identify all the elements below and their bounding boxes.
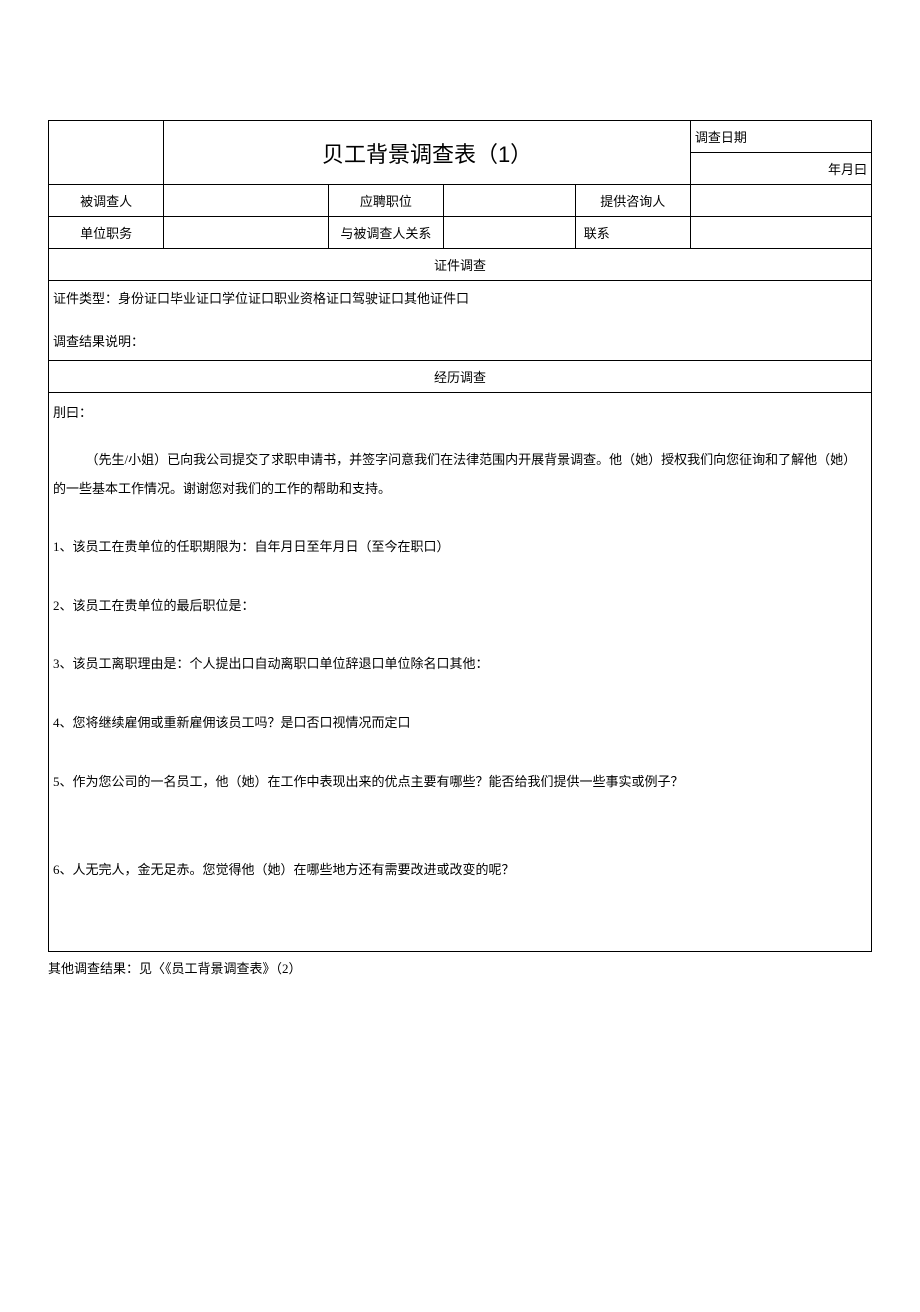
form-title: 贝工背景调查表（1） [164,121,691,185]
date-value: 年月曰 [690,153,871,185]
value-applied-position[interactable] [444,185,576,217]
certificate-body: 证件类型：身份证口毕业证口学位证口职业资格证口驾驶证口其他证件口 调查结果说明： [49,281,872,361]
question-1: 1、该员工在贵单位的任职期限为：自年月日至年月日（至今在职口） [53,533,867,562]
exp-intro: （先生/小姐）已向我公司提交了求职申请书，并签字问意我们在法律范围内开展背景调查… [53,446,867,503]
label-contact: 联系 [575,217,690,249]
value-consultant[interactable] [690,185,871,217]
logo-blank-cell [49,121,164,185]
label-unit-position: 单位职务 [49,217,164,249]
question-4: 4、您将继续雇佣或重新雇佣该员工吗？是口否口视情况而定口 [53,709,867,738]
value-unit-position[interactable] [164,217,329,249]
value-contact[interactable] [690,217,871,249]
label-consultant: 提供咨询人 [575,185,690,217]
cert-result-line: 调查结果说明： [53,330,867,355]
question-5: 5、作为您公司的一名员工，他（她）在工作中表现出来的优点主要有哪些？能否给我们提… [53,768,867,797]
question-2: 2、该员工在贵单位的最后职位是： [53,592,867,621]
label-relationship: 与被调查人关系 [328,217,443,249]
section-experience-header: 经历调查 [49,361,872,393]
section-certificate-header: 证件调查 [49,249,872,281]
value-relationship[interactable] [444,217,576,249]
footer-note: 其他调查结果：见〈《员工背景调查表》（2） [48,958,872,977]
exp-greeting: 刖曰： [53,399,867,428]
value-investigated-person[interactable] [164,185,329,217]
label-investigated-person: 被调查人 [49,185,164,217]
background-check-form: 贝工背景调查表（1） 调查日期 年月曰 被调查人 应聘职位 提供咨询人 单位职务… [48,120,872,952]
experience-body: 刖曰： （先生/小姐）已向我公司提交了求职申请书，并签字问意我们在法律范围内开展… [49,393,872,951]
cert-type-line: 证件类型：身份证口毕业证口学位证口职业资格证口驾驶证口其他证件口 [53,287,867,312]
question-3: 3、该员工离职理由是：个人提出口自动离职口单位辞退口单位除名口其他： [53,650,867,679]
question-6: 6、人无完人，金无足赤。您觉得他（她）在哪些地方还有需要改进或改变的呢？ [53,856,867,885]
date-label: 调查日期 [690,121,871,153]
label-applied-position: 应聘职位 [328,185,443,217]
